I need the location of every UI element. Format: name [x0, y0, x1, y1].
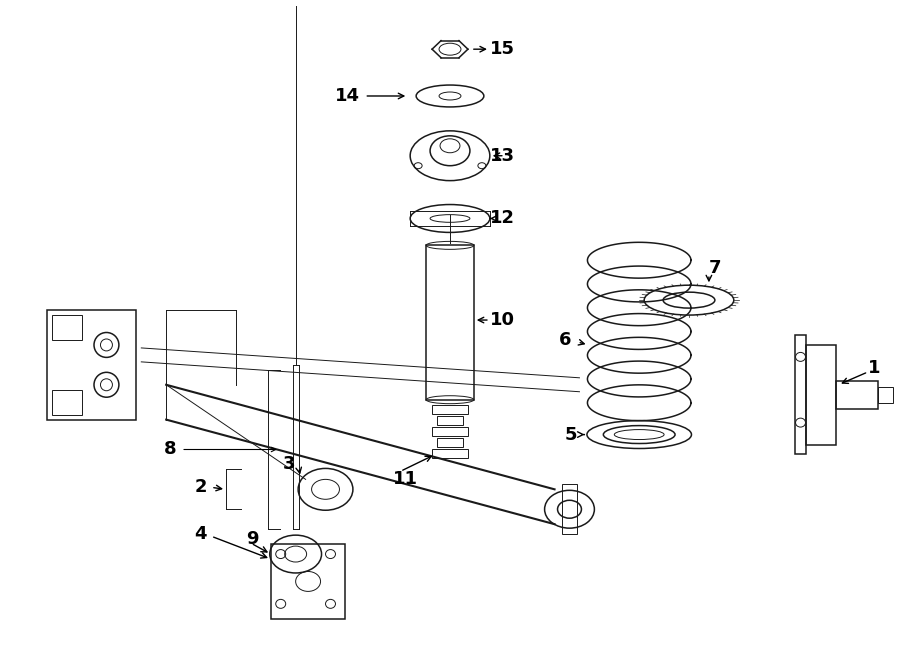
Text: 1: 1	[868, 359, 881, 377]
Text: 13: 13	[490, 147, 515, 165]
Bar	[437, 416, 463, 425]
Text: 2: 2	[194, 479, 207, 496]
Text: 11: 11	[393, 471, 419, 488]
Bar	[51, 315, 82, 340]
Bar	[806, 345, 836, 444]
Text: 12: 12	[490, 210, 515, 227]
Bar	[432, 449, 468, 458]
Bar	[432, 405, 468, 414]
Text: 4: 4	[194, 525, 207, 543]
Bar	[836, 381, 878, 408]
Text: 8: 8	[164, 440, 176, 459]
Text: 7: 7	[709, 259, 722, 277]
Text: 15: 15	[490, 40, 515, 58]
Bar	[795, 335, 806, 455]
Bar	[271, 544, 346, 619]
Text: 6: 6	[559, 331, 572, 349]
Text: 9: 9	[246, 530, 258, 548]
Bar	[51, 390, 82, 414]
Text: 3: 3	[284, 455, 296, 473]
Bar	[878, 387, 893, 403]
Bar	[562, 485, 578, 534]
Text: 10: 10	[490, 311, 515, 329]
Text: 5: 5	[565, 426, 578, 444]
Bar	[437, 438, 463, 447]
Bar	[432, 426, 468, 436]
Text: 14: 14	[336, 87, 360, 105]
Bar	[426, 245, 474, 400]
Bar	[47, 310, 136, 420]
